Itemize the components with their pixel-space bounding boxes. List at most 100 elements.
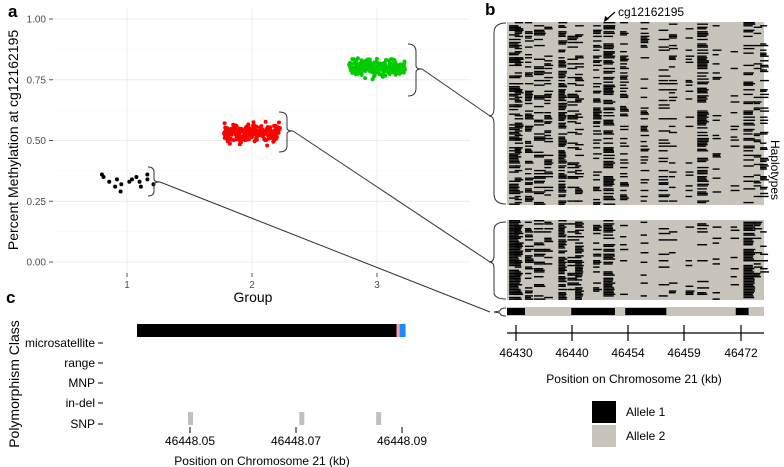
haplotype-cell-allele-1 bbox=[603, 272, 614, 275]
haplotype-cell-allele-1 bbox=[603, 150, 614, 152]
haplotype-cell-allele-1 bbox=[658, 295, 668, 297]
haplotype-cell-allele-1 bbox=[753, 182, 762, 184]
haplotype-cell-allele-1 bbox=[544, 131, 551, 134]
haplotype-cell-allele-1 bbox=[544, 162, 554, 164]
haplotype-cell-allele-1 bbox=[593, 142, 600, 144]
haplotype-cell-allele-1 bbox=[575, 99, 582, 102]
haplotype-cell-allele-1 bbox=[658, 266, 670, 268]
haplotype-cell-allele-1 bbox=[603, 280, 613, 283]
haplotype-cell-allele-1 bbox=[534, 156, 544, 158]
haplotype-cell-allele-1 bbox=[558, 201, 567, 204]
haplotype-cell-allele-1 bbox=[593, 228, 600, 230]
haplotype-cell-allele-1 bbox=[620, 34, 627, 36]
haplotype-cell-allele-1 bbox=[525, 83, 534, 85]
haplotype-cell-allele-1 bbox=[640, 57, 650, 59]
haplotype-cell-allele-1 bbox=[534, 72, 545, 74]
haplotype-cell-allele-1 bbox=[575, 248, 584, 251]
haplotype-cell-allele-1 bbox=[603, 234, 614, 236]
haplotype-cell-allele-1 bbox=[593, 179, 600, 181]
point-group-3 bbox=[401, 64, 405, 69]
haplotype-cell-allele-1 bbox=[514, 63, 522, 65]
haplotype-cell-allele-1 bbox=[509, 292, 519, 294]
haplotype-cell-allele-1 bbox=[575, 271, 584, 273]
haplotype-cell-allele-1 bbox=[658, 253, 670, 256]
haplotype-cell-allele-1 bbox=[743, 223, 756, 225]
haplotype-cell-allele-1 bbox=[620, 142, 627, 144]
haplotype-cell-allele-1 bbox=[697, 44, 708, 47]
panel-a-gridlines bbox=[53, 8, 470, 273]
haplotype-cell-allele-1 bbox=[593, 64, 602, 67]
microsatellite-bar bbox=[137, 324, 397, 337]
haplotype-cell-allele-1 bbox=[558, 76, 565, 79]
haplotype-cell-allele-1 bbox=[575, 250, 584, 252]
haplotype-cell-allele-1 bbox=[743, 31, 754, 33]
haplotype-cell-allele-1 bbox=[668, 125, 676, 128]
haplotype-cell-allele-1 bbox=[697, 34, 709, 36]
y-tick-label: 1.00 bbox=[27, 15, 47, 26]
haplotype-cell-allele-1 bbox=[697, 183, 709, 185]
haplotype-cell-allele-1 bbox=[509, 250, 519, 252]
haplotype-cell-allele-1 bbox=[558, 104, 567, 106]
haplotype-cell-allele-1 bbox=[658, 189, 668, 192]
haplotype-cell-allele-1 bbox=[567, 171, 577, 173]
haplotype-cell-allele-1 bbox=[509, 98, 520, 100]
category-label-range: range bbox=[64, 356, 95, 370]
haplotype-cell-allele-1 bbox=[760, 116, 768, 118]
haplotype-cell-allele-1 bbox=[685, 185, 693, 187]
haplotype-cell-allele-1 bbox=[558, 119, 565, 121]
point-group-2 bbox=[232, 126, 237, 131]
haplotype-cell-allele-1 bbox=[743, 276, 754, 278]
point-group-3 bbox=[390, 64, 394, 69]
haplotype-cell-allele-1 bbox=[743, 282, 755, 284]
haplotype-cell-allele-1 bbox=[697, 171, 708, 173]
haplotype-cell-allele-1 bbox=[525, 221, 532, 224]
haplotype-cell-allele-1 bbox=[668, 200, 678, 202]
point-group-3 bbox=[392, 58, 396, 63]
point-group-2 bbox=[273, 123, 278, 128]
haplotype-cell-allele-1 bbox=[685, 28, 694, 30]
haplotype-cell-allele-1 bbox=[697, 55, 707, 57]
haplotype-cell-allele-1 bbox=[640, 242, 649, 244]
haplotype-cell-allele-1 bbox=[525, 234, 533, 236]
haplotype-cell-allele-1 bbox=[567, 272, 577, 275]
haplotype-cell-allele-1 bbox=[558, 236, 566, 238]
haplotype-cell-allele-1 bbox=[730, 284, 739, 286]
haplotype-cell-allele-1 bbox=[525, 177, 534, 179]
haplotype-cell-allele-1 bbox=[685, 293, 694, 296]
haplotype-cell-allele-1 bbox=[685, 285, 694, 288]
point-group-2 bbox=[254, 134, 259, 139]
haplotype-cell-allele-1 bbox=[575, 25, 584, 27]
haplotype-cell-allele-1 bbox=[525, 200, 533, 202]
haplotype-cell-allele-1 bbox=[544, 231, 552, 233]
haplotype-cell-allele-1 bbox=[640, 28, 648, 30]
haplotype-cell-allele-1 bbox=[509, 147, 519, 149]
haplotype-cell-allele-1 bbox=[525, 197, 534, 199]
haplotype-cell-allele-1 bbox=[697, 26, 708, 28]
haplotype-cell-allele-1 bbox=[753, 26, 763, 28]
haplotype-cell-allele-1 bbox=[603, 119, 614, 121]
point-group-2 bbox=[274, 135, 279, 140]
haplotype-cell-allele-1 bbox=[558, 61, 567, 63]
haplotype-cell-allele-1 bbox=[575, 274, 583, 276]
haplotype-cell-allele-1 bbox=[593, 40, 602, 42]
haplotype-cell-allele-1 bbox=[743, 73, 753, 76]
haplotype-cell-allele-1 bbox=[575, 261, 585, 264]
haplotype-cell-allele-1 bbox=[593, 86, 600, 88]
haplotype-cell-allele-1 bbox=[558, 174, 567, 176]
haplotype-cell-allele-1 bbox=[514, 64, 522, 67]
haplotype-cell-allele-1 bbox=[575, 128, 584, 131]
haplotype-cell-allele-1 bbox=[509, 236, 519, 238]
haplotype-rows-group-2 bbox=[509, 220, 769, 300]
point-group-3 bbox=[365, 60, 370, 65]
haplotype-cell-allele-1 bbox=[558, 224, 565, 227]
haplotype-cell-allele-1 bbox=[514, 179, 524, 181]
haplotype-cell-allele-1 bbox=[558, 90, 565, 92]
haplotype-cell-allele-1 bbox=[620, 110, 629, 112]
haplotype-cell-allele-1 bbox=[514, 29, 524, 31]
haplotype-cell-allele-1 bbox=[525, 239, 534, 241]
haplotype-cell-allele-1 bbox=[730, 128, 738, 131]
haplotype-cell-allele-1 bbox=[640, 78, 649, 80]
haplotype-cell-allele-1 bbox=[514, 31, 523, 33]
haplotype-cell-allele-1 bbox=[558, 84, 567, 86]
point-group-2 bbox=[277, 120, 281, 125]
